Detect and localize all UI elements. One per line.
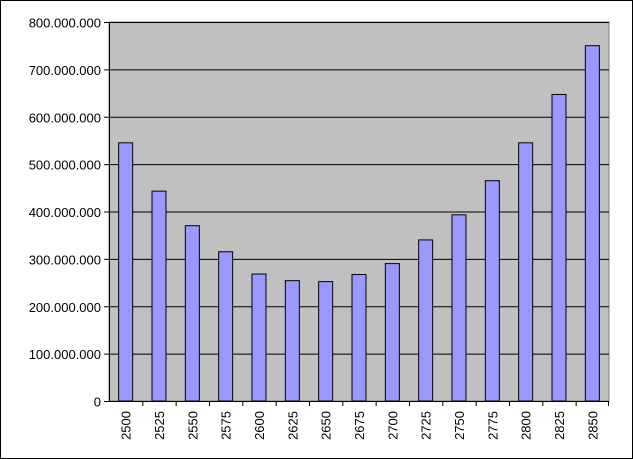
bar — [284, 280, 300, 402]
bar — [518, 142, 534, 402]
x-tick-label: 2500 — [119, 411, 134, 440]
bar — [584, 45, 600, 402]
x-tick-label: 2550 — [185, 411, 200, 440]
bar — [418, 239, 434, 402]
y-tick-label: 600.000.000 — [29, 110, 101, 125]
x-tick-label: 2825 — [552, 411, 567, 440]
x-tick-label: 2675 — [352, 411, 367, 440]
bar — [551, 93, 567, 402]
bar — [451, 214, 467, 402]
x-tick-label: 2525 — [152, 411, 167, 440]
y-tick-label: 400.000.000 — [29, 205, 101, 220]
bar — [318, 281, 334, 402]
bar — [151, 190, 167, 402]
x-tick-label: 2575 — [219, 411, 234, 440]
bar — [218, 251, 234, 402]
x-tick-label: 2725 — [419, 411, 434, 440]
y-tick-label: 100.000.000 — [29, 347, 101, 362]
bar — [251, 273, 267, 402]
y-tick-label: 500.000.000 — [29, 158, 101, 173]
y-tick-label: 300.000.000 — [29, 252, 101, 267]
bar — [118, 142, 134, 402]
x-tick-label: 2850 — [585, 411, 600, 440]
bar — [351, 274, 367, 402]
x-tick-label: 2750 — [452, 411, 467, 440]
x-tick-label: 2700 — [385, 411, 400, 440]
x-tick-label: 2625 — [285, 411, 300, 440]
bar — [184, 225, 200, 402]
x-tick-label: 2775 — [485, 411, 500, 440]
bar — [384, 263, 400, 402]
x-tick-label: 2650 — [319, 411, 334, 440]
y-tick-label: 700.000.000 — [29, 63, 101, 78]
y-tick-label: 0 — [94, 395, 101, 410]
y-tick-label: 800.000.000 — [29, 16, 101, 31]
bar — [484, 180, 500, 402]
x-tick-label: 2800 — [519, 411, 534, 440]
y-tick-label: 200.000.000 — [29, 300, 101, 315]
x-tick-label: 2600 — [252, 411, 267, 440]
